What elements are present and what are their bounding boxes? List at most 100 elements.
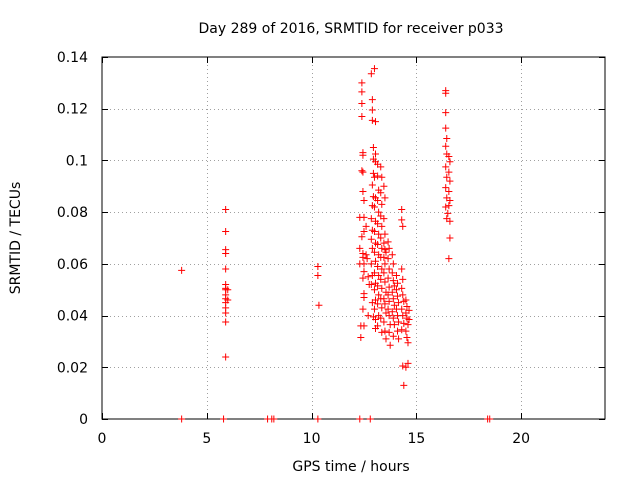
data-point — [404, 321, 412, 329]
data-point — [381, 278, 389, 286]
data-point — [377, 163, 385, 171]
data-point — [362, 251, 370, 259]
y-axis-title: SRMTID / TECUs — [8, 182, 24, 295]
data-point — [402, 296, 410, 304]
data-point — [222, 265, 230, 273]
data-point — [398, 265, 406, 273]
data-point — [360, 260, 368, 268]
data-point — [358, 100, 366, 108]
data-point — [380, 295, 388, 303]
data-point — [381, 260, 389, 268]
grid — [102, 57, 605, 419]
data-point — [381, 230, 389, 238]
data-point — [380, 182, 388, 190]
data-point — [392, 286, 400, 294]
data-point — [389, 314, 397, 322]
data-point — [378, 304, 386, 312]
data-point — [385, 328, 393, 336]
y-tick-label: 0.12 — [57, 102, 88, 118]
data-point — [445, 168, 453, 176]
data-point — [372, 118, 380, 126]
data-point — [374, 197, 382, 205]
x-tick-label: 20 — [512, 431, 530, 447]
y-tick-label: 0.08 — [57, 205, 88, 221]
y-tick-labels: 0 0.02 0.04 0.06 0.08 0.1 0.12 0.14 — [57, 50, 88, 428]
data-point — [386, 341, 394, 349]
data-point — [374, 300, 382, 308]
data-point — [444, 209, 452, 217]
data-point — [222, 250, 230, 258]
data-point — [390, 301, 398, 309]
data-point — [395, 335, 403, 343]
data-point — [390, 321, 398, 329]
data-point — [377, 275, 385, 283]
data-point — [404, 339, 412, 347]
data-point — [385, 297, 393, 305]
data-point — [370, 173, 378, 181]
data-point — [368, 106, 376, 114]
data-point — [378, 244, 386, 252]
data-point — [370, 269, 378, 277]
data-point — [358, 112, 366, 120]
data-point — [222, 206, 230, 214]
data-point — [399, 275, 407, 283]
data-point — [314, 262, 322, 270]
data-point — [402, 327, 410, 335]
data-point — [384, 255, 392, 263]
x-tick-label: 15 — [407, 431, 425, 447]
data-point — [367, 281, 375, 289]
data-point — [359, 168, 367, 176]
data-point — [400, 381, 408, 389]
data-point — [405, 306, 413, 314]
data-point — [375, 230, 383, 238]
data-point — [372, 315, 380, 323]
data-point — [388, 288, 396, 296]
x-tick-label: 10 — [303, 431, 321, 447]
data-point — [378, 284, 386, 292]
data-point — [222, 318, 230, 326]
data-point — [358, 79, 366, 87]
data-points — [178, 65, 494, 423]
data-point — [398, 326, 406, 334]
data-point — [356, 244, 364, 252]
data-point — [394, 292, 402, 300]
data-point — [222, 309, 230, 317]
data-point — [372, 296, 380, 304]
data-point — [368, 116, 376, 124]
data-point — [374, 262, 382, 270]
data-point — [364, 312, 372, 320]
data-point — [403, 303, 411, 311]
data-point — [385, 265, 393, 273]
data-point — [222, 353, 230, 361]
data-point — [366, 415, 374, 423]
data-point — [224, 296, 232, 304]
data-point — [395, 299, 403, 307]
data-point — [442, 203, 450, 211]
data-point — [445, 255, 453, 263]
axis-ticks — [102, 57, 605, 420]
x-tick-labels: 0 5 10 15 20 — [98, 431, 531, 447]
data-point — [368, 96, 376, 104]
data-point — [370, 286, 378, 294]
data-point — [389, 295, 397, 303]
data-point — [368, 181, 376, 189]
data-point — [367, 215, 375, 223]
y-tick-label: 0.1 — [66, 153, 88, 169]
data-point — [402, 363, 410, 371]
data-point — [374, 220, 382, 228]
data-point — [486, 415, 494, 423]
data-point — [270, 415, 278, 423]
data-point — [389, 277, 397, 285]
data-point — [358, 167, 366, 175]
data-point — [220, 415, 228, 423]
data-point — [395, 318, 403, 326]
data-point — [380, 253, 388, 261]
data-point — [377, 189, 385, 197]
data-point — [374, 172, 382, 180]
data-point — [360, 293, 368, 301]
y-tick-label: 0.06 — [57, 257, 88, 273]
x-axis-title: GPS time / hours — [292, 459, 409, 475]
data-point — [400, 319, 408, 327]
data-point — [378, 328, 386, 336]
data-point — [442, 184, 450, 192]
